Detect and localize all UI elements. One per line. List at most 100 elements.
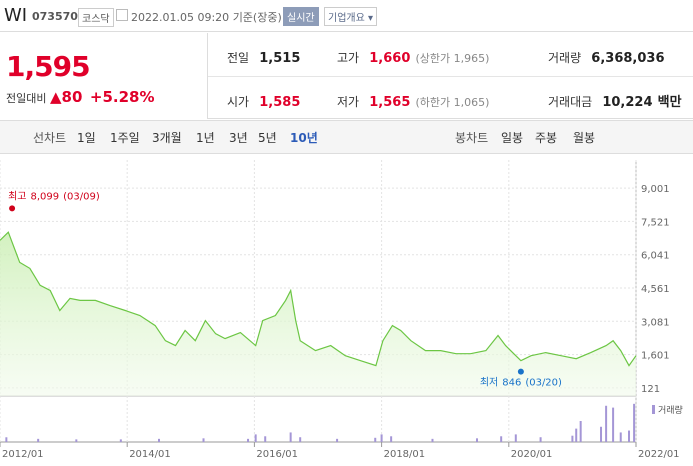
stat: 거래량 6,368,036 <box>548 47 665 66</box>
y-tick-label: 3,081 <box>641 317 670 328</box>
volume-bar <box>158 438 160 442</box>
company-info: 기업개요 <box>328 13 365 24</box>
volume-bar <box>633 403 636 442</box>
stat-value: 10,224 <box>602 95 653 110</box>
stat-note: (하한가 1,065) <box>415 96 490 109</box>
volume-bar <box>500 436 503 442</box>
stat-label: 거래대금 <box>548 95 593 109</box>
volume-bar <box>299 437 302 442</box>
x-tick-label: 2022/01 <box>638 449 680 460</box>
stat-label: 전일 <box>227 51 250 65</box>
volume-bar <box>431 438 434 442</box>
volume-bar <box>119 439 122 442</box>
volume-bar <box>628 430 631 442</box>
extreme-label: 최저 846 (03/20) <box>480 377 562 389</box>
period-tab[interactable]: 1주일 <box>110 131 140 145</box>
change-label: 전일대비 <box>6 92 47 105</box>
divider <box>208 76 693 77</box>
volume-bar <box>336 438 339 442</box>
volume-bar <box>380 434 383 442</box>
stat-value: 1,660 <box>369 51 411 66</box>
company-info-button[interactable]: 기업개요 ▾ <box>324 7 378 26</box>
price-area <box>0 232 636 396</box>
volume-bar <box>514 434 517 442</box>
candle-tab[interactable]: 주봉 <box>535 131 558 145</box>
stat-label: 고가 <box>337 51 360 65</box>
tab-bar <box>0 120 693 154</box>
volume-bar <box>254 434 257 442</box>
period-tab[interactable]: 10년 <box>290 131 318 145</box>
realtime-button[interactable]: 실시간 <box>283 7 319 26</box>
stat: 전일 1,515 <box>227 47 300 66</box>
quote-box <box>0 33 208 119</box>
stat-value: 1,585 <box>259 95 301 110</box>
y-tick-label: 6,041 <box>641 251 670 262</box>
volume-bar <box>264 436 267 442</box>
period-tab[interactable]: 1년 <box>196 131 215 145</box>
period-tab[interactable]: 5년 <box>258 131 277 145</box>
x-tick-label: 2018/01 <box>384 449 426 460</box>
volume-bar <box>612 407 615 442</box>
extreme-value-label: 846 <box>502 378 521 389</box>
y-tick-label: 7,521 <box>641 217 670 228</box>
stat-label: 시가 <box>227 95 250 109</box>
stat-unit: 백만 <box>657 95 682 110</box>
candle-tab[interactable]: 일봉 <box>501 131 524 145</box>
x-tick-label: 2014/01 <box>129 449 171 460</box>
stat-label: 저가 <box>337 95 360 109</box>
change-row: 전일대비 ▲80 +5.28% <box>6 88 155 106</box>
stat: 시가 1,585 <box>227 91 300 110</box>
y-tick-label: 1,601 <box>641 351 670 362</box>
calendar-icon <box>116 9 128 21</box>
volume-bar <box>619 432 622 442</box>
volume-bar <box>390 436 393 442</box>
extreme-label: 최저 <box>480 377 498 389</box>
change: 80 <box>61 88 83 106</box>
volume-bar <box>37 438 40 442</box>
market-badge: 코스닥 <box>78 8 114 27</box>
extreme-label: 최고 <box>8 190 26 202</box>
price-line <box>0 231 637 367</box>
period-tab[interactable]: 1일 <box>77 131 96 145</box>
volume-bar <box>476 438 478 442</box>
volume-bar <box>247 438 250 442</box>
datetime: 2022.01.05 09:20 <box>131 11 230 24</box>
stat: 고가 1,660 (상한가 1,965) <box>337 47 489 66</box>
legend-swatch <box>652 405 655 414</box>
divider <box>208 118 693 119</box>
stat: 거래대금 10,224 백만 <box>548 91 682 110</box>
stat-value: 6,368,036 <box>591 51 665 66</box>
period-tab[interactable]: 3개월 <box>152 131 182 145</box>
extreme-value-label: 8,099 <box>30 191 59 202</box>
volume-bar <box>374 437 377 442</box>
legend-label: 거래량 <box>658 404 683 416</box>
stat: 저가 1,565 (하한가 1,065) <box>337 91 489 110</box>
timestamp: 2022.01.05 09:20 기준(장중) <box>131 9 282 25</box>
change-rate: +5.28% <box>89 88 155 106</box>
extreme-marker <box>517 368 524 375</box>
stat-value: 1,565 <box>369 95 411 110</box>
extreme-label: 최고 8,099 (03/09) <box>8 190 100 202</box>
stat-value: 1,515 <box>259 51 301 66</box>
stat-note: (상한가 1,965) <box>415 52 490 65</box>
candle-tab[interactable]: 월봉 <box>573 131 596 145</box>
volume-bar <box>539 437 542 442</box>
stock-name: WI <box>4 5 28 26</box>
x-tick-label: 2016/01 <box>256 449 298 460</box>
stat-label: 거래량 <box>548 51 582 65</box>
basis: 기준(장중) <box>232 11 282 24</box>
tab-label: 선차트 <box>33 131 67 145</box>
tab-label: 봉차트 <box>455 131 489 145</box>
volume-bar <box>5 437 8 442</box>
volume-bar <box>605 405 608 442</box>
volume-bar <box>75 439 78 442</box>
volume-bar <box>289 432 292 442</box>
volume-bar <box>575 428 578 442</box>
y-tick-label: 9,001 <box>641 184 670 195</box>
extreme-marker <box>9 205 16 212</box>
period-tab[interactable]: 3년 <box>229 131 248 145</box>
y-tick-label: 121 <box>641 384 660 395</box>
volume-bar <box>202 438 205 442</box>
